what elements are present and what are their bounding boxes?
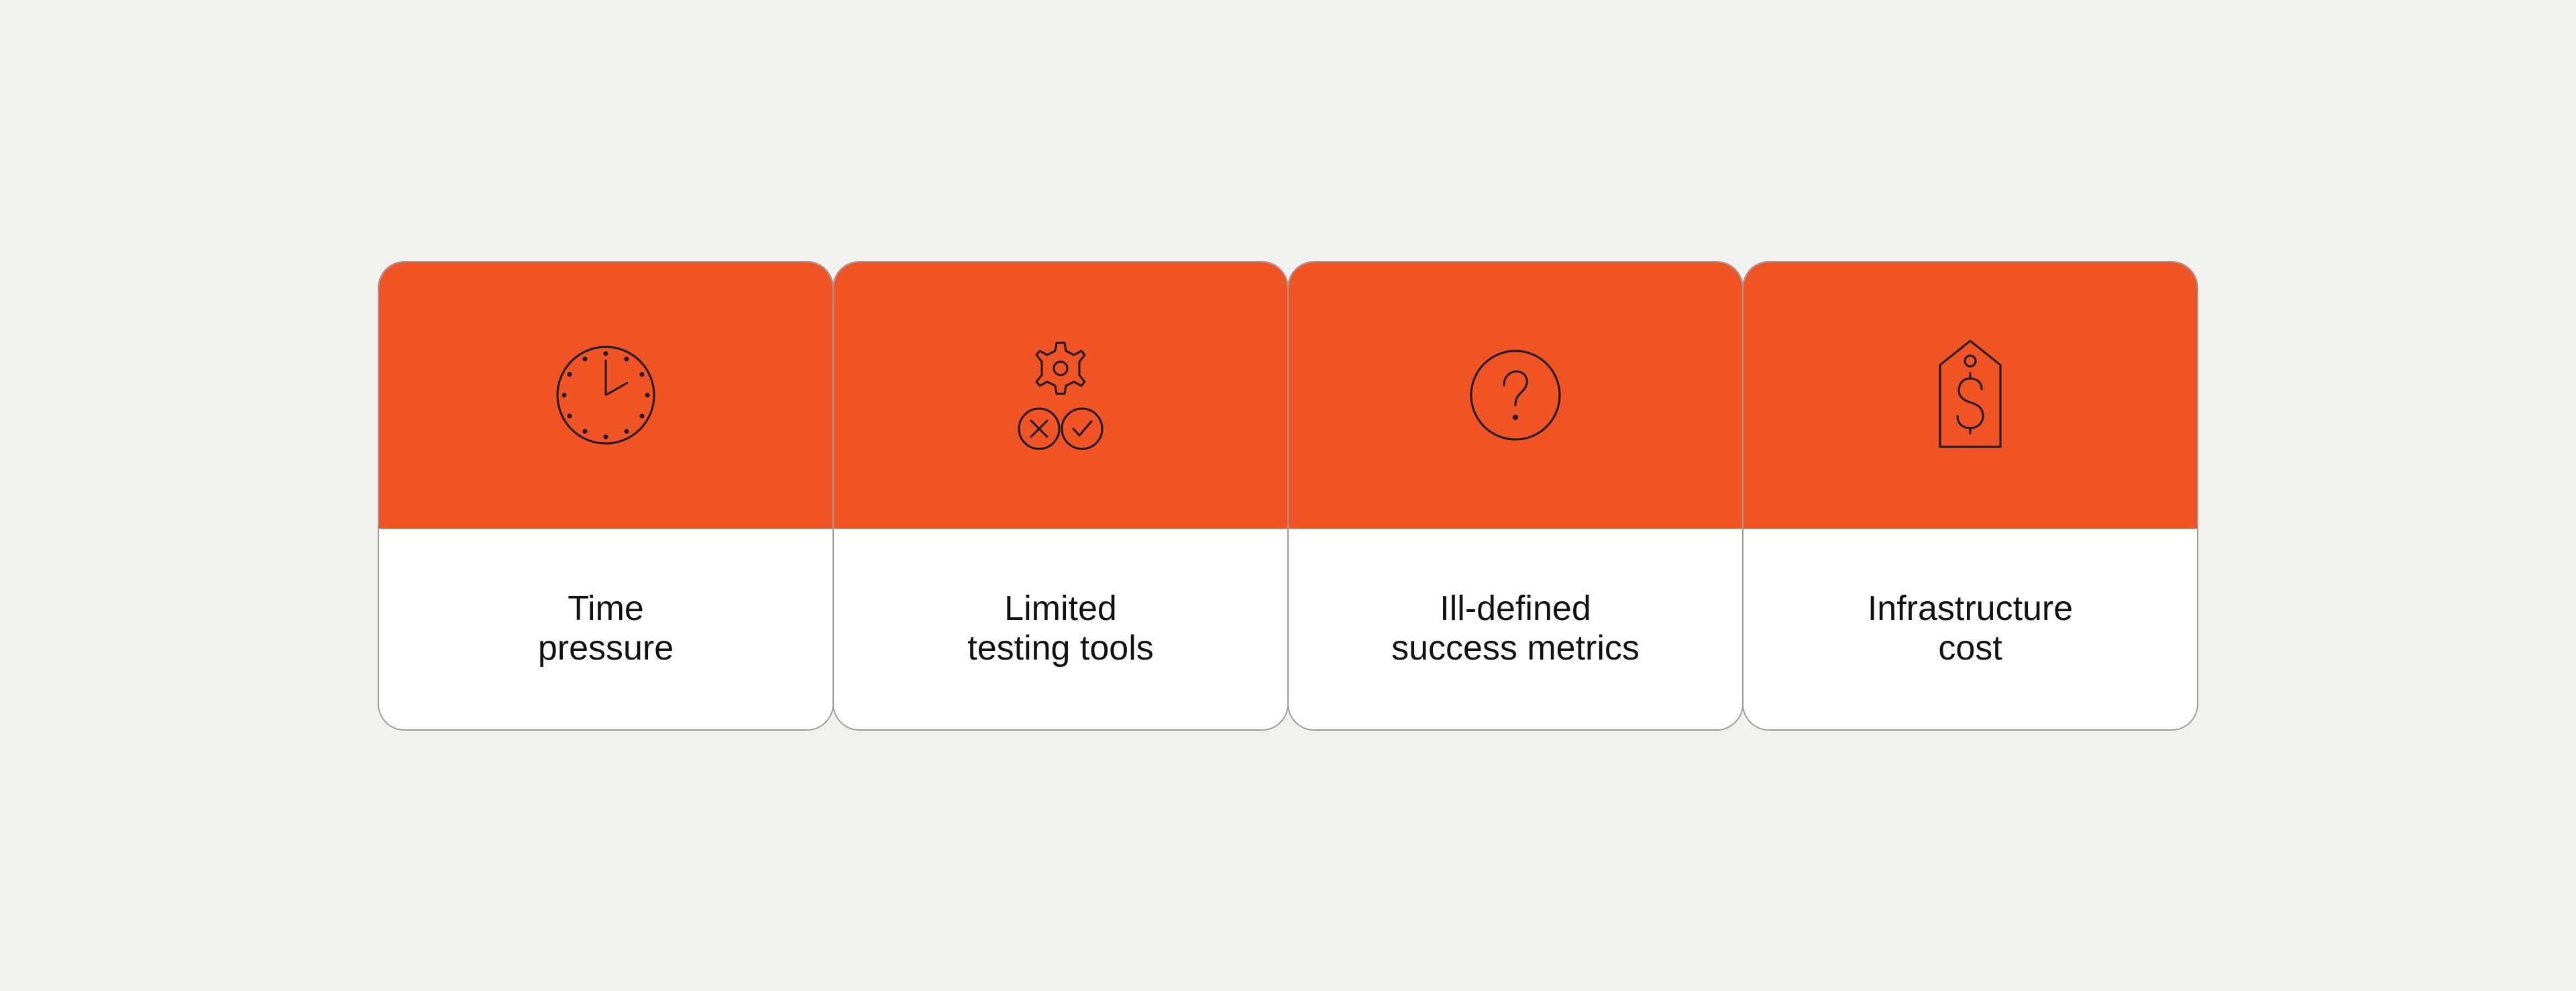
question-icon bbox=[1458, 338, 1572, 452]
icon-area bbox=[379, 262, 833, 529]
card-label: Limited testing tools bbox=[834, 529, 1287, 729]
icon-area bbox=[1289, 262, 1742, 529]
card-limited-testing: Limited testing tools bbox=[833, 261, 1289, 731]
card-infra-cost: Infrastructure cost bbox=[1742, 261, 2198, 731]
card-time-pressure: Time pressure bbox=[378, 261, 834, 731]
card-label: Time pressure bbox=[379, 529, 833, 729]
clock-icon bbox=[549, 338, 663, 452]
gear-x-check-icon bbox=[994, 331, 1128, 459]
price-tag-icon bbox=[1913, 331, 2027, 459]
card-row: Time pressure bbox=[378, 261, 2198, 731]
card-label: Ill-defined success metrics bbox=[1289, 529, 1742, 729]
icon-area bbox=[1743, 262, 2197, 529]
card-label: Infrastructure cost bbox=[1743, 529, 2197, 729]
card-ill-defined: Ill-defined success metrics bbox=[1287, 261, 1743, 731]
icon-area bbox=[834, 262, 1287, 529]
